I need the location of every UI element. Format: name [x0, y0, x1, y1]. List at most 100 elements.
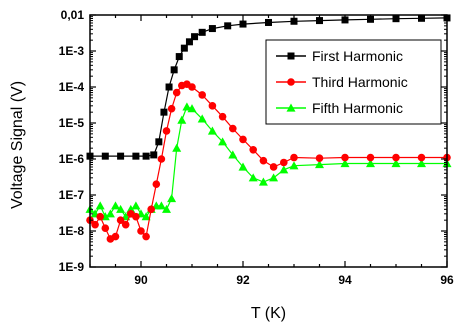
- data-point: [218, 112, 227, 121]
- data-point: [137, 227, 145, 235]
- data-point: [366, 153, 375, 162]
- data-point: [366, 158, 375, 168]
- data-point: [391, 158, 401, 168]
- data-point: [167, 104, 176, 113]
- x-tick-label: 96: [440, 273, 454, 287]
- y-tick-label: 0,01: [61, 8, 85, 22]
- data-point: [180, 44, 188, 52]
- data-point: [101, 152, 109, 160]
- y-axis-label: Voltage Signal (V): [9, 81, 26, 209]
- legend-entry: First Harmonic: [276, 48, 403, 64]
- data-point: [117, 152, 125, 160]
- data-point: [258, 177, 268, 186]
- axes-layer: 90 92 94 96 0,01 1E-3 1E-4 1E-5 1E-6 1E-7 1E-8 1E-9: [59, 8, 454, 287]
- legend-label: Third Harmonic: [312, 74, 408, 90]
- data-point: [265, 18, 272, 26]
- data-point: [101, 224, 110, 232]
- data-point: [218, 137, 228, 146]
- data-point: [316, 17, 323, 25]
- data-point: [290, 153, 298, 162]
- data-point: [191, 33, 199, 41]
- y-tick-label: 1E-9: [59, 260, 85, 274]
- data-point: [248, 173, 258, 182]
- data-point: [105, 209, 115, 218]
- data-point: [188, 83, 196, 91]
- y-tick-label: 1E-6: [59, 152, 85, 166]
- data-point: [165, 83, 173, 91]
- data-point: [152, 180, 161, 188]
- data-point: [249, 146, 257, 154]
- data-point: [228, 150, 238, 159]
- data-point: [239, 135, 247, 144]
- legend-label: Fifth Harmonic: [312, 100, 403, 116]
- data-point: [341, 153, 349, 162]
- data-point: [417, 158, 426, 168]
- data-point: [160, 108, 168, 116]
- data-point: [156, 201, 166, 210]
- data-point: [142, 232, 150, 241]
- data-point: [121, 220, 130, 229]
- series-layer: [85, 14, 452, 243]
- data-point: [238, 162, 248, 171]
- data-point: [340, 158, 350, 168]
- series-third-harmonic: [86, 80, 451, 243]
- data-point: [198, 28, 206, 36]
- x-axis-label: T (K): [251, 305, 286, 322]
- data-point: [208, 25, 216, 33]
- data-point: [175, 53, 183, 61]
- data-point: [132, 212, 140, 221]
- data-point: [131, 201, 141, 210]
- data-point: [111, 201, 120, 210]
- data-point: [116, 216, 125, 224]
- data-point: [172, 143, 182, 152]
- data-point: [207, 126, 217, 135]
- legend-marker: [287, 78, 295, 86]
- data-point: [229, 124, 237, 133]
- data-point: [141, 212, 151, 221]
- x-tick-label: 92: [236, 273, 250, 287]
- data-point: [187, 104, 197, 113]
- data-point: [147, 205, 155, 214]
- data-point: [167, 193, 177, 203]
- data-point: [185, 38, 193, 46]
- data-point: [392, 15, 400, 23]
- legend-label: First Harmonic: [312, 48, 403, 64]
- legend-marker: [286, 103, 296, 112]
- data-point: [269, 163, 278, 171]
- data-point: [239, 20, 247, 28]
- data-point: [417, 153, 426, 162]
- data-point: [280, 158, 288, 167]
- data-point: [367, 15, 374, 23]
- x-tick-label: 90: [134, 273, 148, 287]
- y-tick-label: 1E-7: [59, 188, 85, 202]
- y-tick-label: 1E-5: [59, 116, 85, 130]
- data-point: [155, 138, 163, 146]
- data-point: [162, 204, 171, 213]
- data-point: [315, 154, 324, 163]
- legend-entry: Third Harmonic: [276, 74, 408, 90]
- y-tick-label: 1E-8: [59, 224, 85, 238]
- data-point: [290, 17, 298, 25]
- legend-entry: Fifth Harmonic: [276, 100, 403, 116]
- data-point: [182, 102, 192, 111]
- data-point: [289, 161, 299, 170]
- data-point: [224, 22, 232, 30]
- data-point: [111, 232, 120, 241]
- data-point: [208, 102, 217, 110]
- y-tick-label: 1E-3: [59, 44, 85, 58]
- x-tick-label: 94: [338, 273, 352, 287]
- data-point: [132, 152, 140, 160]
- data-point: [279, 165, 289, 174]
- data-point: [259, 156, 268, 165]
- data-point: [392, 153, 400, 162]
- y-tick-label: 1E-4: [59, 80, 85, 94]
- data-point: [150, 151, 158, 159]
- data-point: [142, 152, 150, 160]
- data-point: [177, 115, 187, 124]
- data-point: [172, 88, 181, 97]
- legend: First Harmonic Third Harmonic Fifth Harmon…: [265, 39, 442, 125]
- data-point: [162, 127, 171, 135]
- data-point: [157, 155, 166, 163]
- data-point: [96, 212, 104, 221]
